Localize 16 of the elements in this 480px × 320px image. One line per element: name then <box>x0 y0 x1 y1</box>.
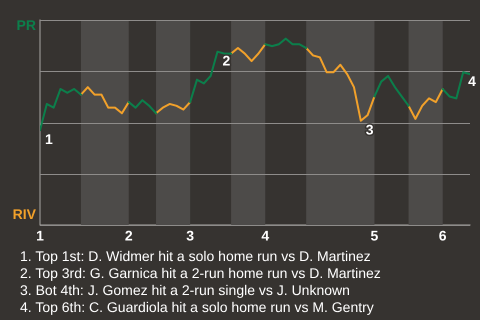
text: 1. Top 1st: D. Widmer hit a solo home run vs D. Martinez <box>20 248 372 265</box>
text: PR <box>16 16 36 33</box>
x-tick-label: 5 <box>370 227 379 244</box>
text: 4. Top 6th: C. Guardiola hit a solo home run vs M. Gentry <box>20 299 375 316</box>
text: 3. Bot 4th: J. Gomez hit a 2-run single vs J. Unknown <box>20 282 351 299</box>
text: RIV <box>12 206 37 222</box>
x-tick-label: 2 <box>124 227 133 244</box>
annotation: 2 <box>222 52 230 69</box>
x-tick-label: 4 <box>261 227 270 244</box>
x-tick-label: 3 <box>186 227 194 244</box>
x-tick-label: 1 <box>36 227 44 244</box>
annotation: 4 <box>468 73 476 90</box>
text: 2. Top 3rd: G. Garnica hit a 2-run home run vs D. Martinez <box>20 265 382 282</box>
annotation: 3 <box>366 122 374 138</box>
annotation: 1 <box>45 130 53 147</box>
x-tick-label: 6 <box>438 227 447 244</box>
